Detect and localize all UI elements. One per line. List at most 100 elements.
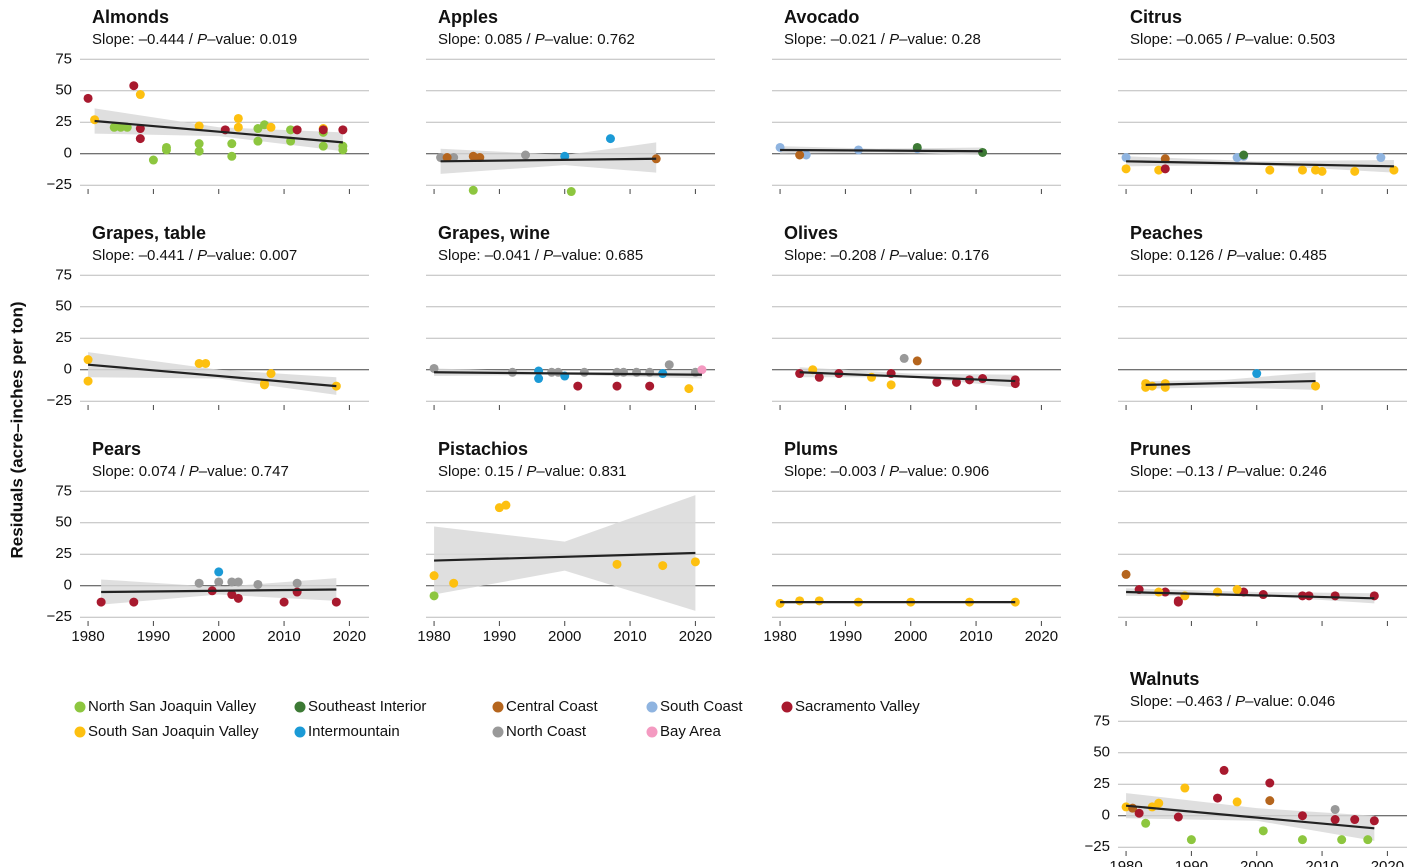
subtitle-part: –value: 0.246 [1237,463,1327,480]
point [1147,381,1157,391]
legend-label: Bay Area [660,723,722,740]
point [429,571,439,581]
point [899,353,909,363]
point [684,384,694,394]
point [619,367,629,377]
subtitle-part: –value: 0.485 [1237,247,1327,264]
point [690,557,700,567]
y-tick-label: 0 [64,145,72,162]
subtitle-part: P [543,247,553,264]
point [1363,835,1373,845]
fit-line [780,148,983,153]
point [560,151,570,161]
y-tick-label: −25 [47,176,72,193]
legend-label: North Coast [506,723,587,740]
point [194,146,204,156]
point [1317,166,1327,176]
legend-label: Southeast Interior [308,698,426,715]
point [1173,812,1183,822]
point [814,596,824,606]
point [795,369,805,379]
panel-title: Walnuts [1130,669,1199,689]
panel-title: Grapes, wine [438,223,550,243]
panel-subtitle: Slope: 0.126 / P–value: 0.485 [1130,247,1327,264]
x-tick-label: 2010 [1305,858,1338,867]
legend-entry: Sacramento Valley [781,698,920,715]
point [1376,153,1386,163]
subtitle-part: P [535,31,545,48]
subtitle-part: Slope: –0.041 / [438,247,543,264]
legend-entry: North Coast [492,723,587,740]
y-tick-label: 0 [64,577,72,594]
point [1330,804,1340,814]
subtitle-part: Slope: –0.065 / [1130,31,1235,48]
y-tick-label: 0 [64,361,72,378]
point [1121,153,1131,163]
point [194,121,204,131]
point [579,367,589,377]
point [1297,835,1307,845]
point [1265,796,1275,806]
point [1311,381,1321,391]
point [1121,164,1131,174]
point [1337,835,1347,845]
point [292,578,302,588]
point [429,363,439,373]
panel-title: Almonds [92,7,169,27]
legend-label: South Coast [660,698,743,715]
y-tick-label: −25 [47,608,72,625]
legend-swatch [492,726,504,738]
point [338,145,348,155]
y-axis-label: Residuals (acre–inches per ton) [7,302,26,559]
y-tick-label: 25 [1093,775,1110,792]
point [96,597,106,607]
point [1297,165,1307,175]
subtitle-part: Slope: –0.441 / [92,247,197,264]
x-tick-label: 2020 [1371,858,1404,867]
point [1350,815,1360,825]
point [912,356,922,366]
point [1258,826,1268,836]
subtitle-part: P [1227,463,1237,480]
point [1173,597,1183,607]
panel-subtitle: Slope: –0.208 / P–value: 0.176 [784,247,989,264]
legend-entry: Intermountain [294,723,400,740]
point [279,597,289,607]
y-tick-label: 50 [55,82,72,99]
x-tick-label: 1980 [1109,858,1142,867]
subtitle-part: Slope: –0.021 / [784,31,889,48]
point [1330,815,1340,825]
subtitle-part: Slope: –0.463 / [1130,693,1235,710]
point [227,577,237,587]
x-tick-label: 1990 [483,628,516,645]
point [161,145,171,155]
fit-line [434,551,696,562]
confidence-band [1145,372,1316,390]
panel: Plums Slope: –0.003 / P–value: 0.906 1980 1… [763,439,1061,645]
legend-swatch [492,701,504,713]
point [1252,369,1262,379]
panel-title: Olives [784,223,838,243]
x-tick-label: 2000 [894,628,927,645]
subtitle-part: –value: 0.762 [545,31,635,48]
y-tick-label: 50 [55,514,72,531]
point [90,115,100,125]
x-tick-label: 1990 [137,628,170,645]
point [135,134,145,144]
point [664,360,674,370]
subtitle-part: –value: 0.28 [899,31,981,48]
y-tick-label: 75 [1093,712,1110,729]
legend-swatch [646,701,658,713]
panel-title: Avocado [784,7,859,27]
subtitle-part: P [889,463,899,480]
point [331,597,341,607]
point [632,367,642,377]
x-tick-label: 2020 [1025,628,1058,645]
legend-swatch [74,701,86,713]
fit-line [434,371,702,376]
point [1219,765,1229,775]
point [227,139,237,149]
point [194,578,204,588]
y-tick-label: 75 [55,482,72,499]
